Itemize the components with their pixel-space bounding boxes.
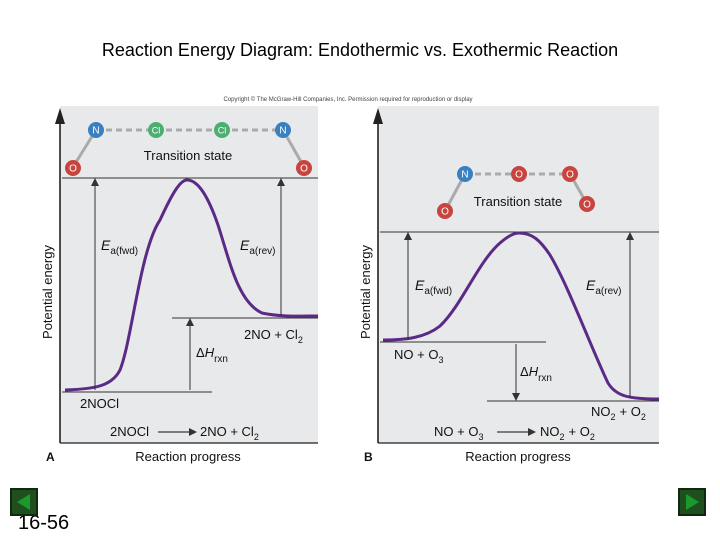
panel-a-atom-label-2: Cl [152, 126, 161, 136]
panel-a-atom-o-5 [296, 160, 312, 176]
panel-a-atom-cl-2 [148, 122, 164, 138]
panel-a-atom-cl-3 [214, 122, 230, 138]
panel-b-letter: B [364, 450, 373, 464]
triangle-left-icon [17, 494, 30, 510]
panel-b-transition-molecule: O N O O O [437, 166, 595, 219]
panel-a-atom-label-0: O [69, 164, 77, 175]
panel-a-dh-label: ΔHrxn [196, 345, 228, 365]
panel-b-equation-right: NO2 + O2 [540, 424, 595, 442]
panel-b-dh-label: ΔHrxn [520, 364, 552, 384]
panel-a-energy-curve [64, 178, 319, 392]
panel-b-product-label: NO2 + O2 [591, 404, 646, 422]
panel-b-equation-left: NO + O3 [434, 424, 483, 442]
panel-a-transition-molecule: O N Cl Cl N O [65, 122, 312, 176]
panel-b-exothermic: Ea(fwd) Ea(rev) ΔHrxn NO + O3 NO2 + O2 NO… [358, 106, 660, 464]
next-slide-button[interactable] [678, 488, 706, 516]
panel-b-atom-label-2: O [515, 170, 523, 181]
panel-a-y-axis-arrowhead [55, 108, 65, 124]
panel-a-equation-left: 2NOCl [110, 424, 149, 439]
panel-a-x-axis-label: Reaction progress [135, 449, 241, 464]
slide-number: 16-56 [18, 512, 70, 534]
panel-b-y-axis-label: Potential energy [358, 245, 373, 339]
panel-b-ea-rev-label: Ea(rev) [586, 277, 621, 297]
panel-a-atom-label-3: Cl [218, 126, 227, 136]
panel-b-atom-o-0 [437, 203, 453, 219]
energy-diagram-figure: Copyright © The McGraw-Hill Companies, I… [40, 96, 660, 464]
panel-a-ea-rev-label: Ea(rev) [240, 237, 275, 257]
panel-a-letter: A [46, 450, 55, 464]
panel-b-energy-curve [382, 231, 660, 401]
panel-a-ea-fwd-label: Ea(fwd) [101, 237, 138, 257]
panel-a-atom-n-4 [275, 122, 291, 138]
panel-b-atom-o-4 [579, 196, 595, 212]
slide-title: Reaction Energy Diagram: Endothermic vs.… [101, 40, 619, 60]
triangle-right-icon [686, 494, 699, 510]
panel-b-atom-o-2 [511, 166, 527, 182]
panel-a-atom-label-1: N [92, 126, 99, 137]
panel-a-atom-n-1 [88, 122, 104, 138]
panel-a-atom-label-4: N [279, 126, 286, 137]
panel-b-atom-label-4: O [583, 200, 591, 211]
panel-b-transition-state-label: Transition state [474, 194, 562, 209]
panel-b-x-axis-label: Reaction progress [465, 449, 571, 464]
panel-a-product-label: 2NO + Cl2 [244, 327, 303, 345]
panel-b-atom-label-0: O [441, 207, 449, 218]
panel-a-y-axis-label: Potential energy [40, 245, 55, 339]
panel-a-atom-label-5: O [300, 164, 308, 175]
panel-b-ea-fwd-label: Ea(fwd) [415, 277, 452, 297]
panel-b-atom-label-3: O [566, 170, 574, 181]
panel-a-equation-right: 2NO + Cl2 [200, 424, 259, 442]
panel-a-background [60, 106, 318, 443]
panel-b-reactant-label: NO + O3 [394, 347, 443, 365]
panel-b-atom-n-1 [457, 166, 473, 182]
panel-a-endothermic: Ea(fwd) Ea(rev) ΔHrxn 2NO + Cl2 2NOCl 2N… [40, 106, 319, 464]
panel-b-atom-label-1: N [461, 170, 468, 181]
previous-slide-button[interactable] [10, 488, 38, 516]
panel-a-atom-o-0 [65, 160, 81, 176]
copyright-text: Copyright © The McGraw-Hill Companies, I… [223, 96, 472, 103]
panel-a-transition-state-label: Transition state [144, 148, 232, 163]
panel-a-reactant-label: 2NOCl [80, 396, 119, 411]
panel-b-y-axis-arrowhead [373, 108, 383, 124]
panel-b-atom-o-3 [562, 166, 578, 182]
